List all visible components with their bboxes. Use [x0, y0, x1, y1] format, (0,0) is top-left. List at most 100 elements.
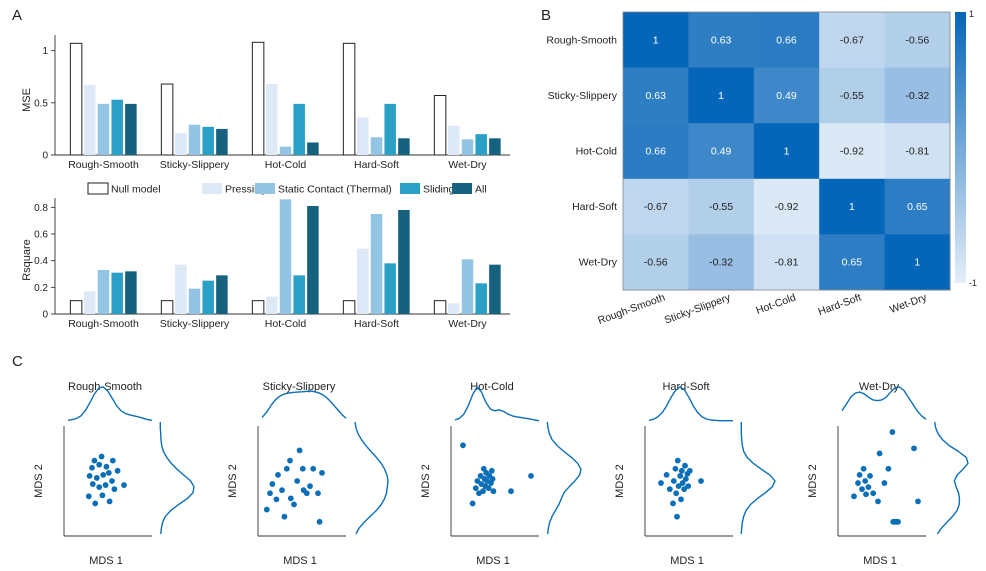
heatmap-cell-sticky-slippery-hot-cold [753, 67, 820, 124]
mse-category-label: Sticky-Slippery [160, 159, 230, 171]
mds-point [508, 488, 514, 495]
mds-point [678, 467, 685, 474]
mds-point [673, 490, 680, 497]
heatmap-cell-wet-dry-hard-soft [819, 234, 886, 291]
mds-point [677, 473, 684, 479]
rsquare-ylabel: Rsquare [21, 239, 33, 281]
heatmap-value-label: 1 [914, 257, 920, 269]
mds-ylabel: MDS 2 [227, 464, 239, 498]
mds-top-density-curve [454, 386, 540, 422]
mds-point [319, 469, 325, 476]
heatmap-col-label: Hot-Cold [754, 291, 797, 317]
mds-right-density-curve [934, 421, 969, 535]
heatmap-row-label: Rough-Smooth [546, 34, 617, 46]
mds-point [121, 482, 127, 488]
legend-swatch-pressing [202, 183, 222, 194]
heatmap-value-label: -0.81 [905, 146, 929, 158]
mds-plot-hard-soft: Hard-Soft MDS 1 MDS 2 [614, 381, 776, 567]
legend-label-null-model: Null model [111, 184, 161, 196]
mse-ylabel: MSE [21, 88, 33, 112]
mds-point [678, 496, 684, 503]
heatmap-value-label: -0.67 [840, 34, 864, 46]
heatmap-cell-hot-cold-wet-dry [884, 123, 951, 180]
heatmap-value-label: 0.63 [645, 90, 666, 102]
mds-point [91, 457, 98, 464]
mds-point [477, 473, 484, 479]
heatmap-cell-wet-dry-sticky-slippery [688, 234, 755, 291]
mse-bar-sliding-wet-dry [475, 134, 487, 155]
mds-point [89, 464, 95, 471]
rsquare-ytick-label: 0.2 [34, 283, 48, 294]
mse-bar-all-rough-smooth [125, 103, 137, 155]
mds-plot-wet-dry: Wet-Dry MDS 1 MDS 2 [807, 381, 969, 567]
mds-point [109, 478, 115, 484]
legend-swatch-all [452, 183, 472, 194]
mds-point [686, 467, 693, 474]
mds-top-density-curve [648, 386, 733, 422]
mds-point [851, 493, 857, 500]
mds-point [685, 483, 692, 489]
mse-ytick-label: 0 [42, 151, 48, 162]
heatmap-cell-hard-soft-rough-smooth [623, 178, 689, 235]
mds-point [103, 463, 110, 470]
legend-label-sliding: Sliding [423, 184, 455, 196]
rsquare-chart: Rsquare 0 0.2 0.4 0.6 0.8 Rough-Smooth Sticky… [21, 198, 510, 330]
heatmap-cell-hot-cold-sticky-slippery [688, 123, 755, 180]
mds-point [480, 488, 486, 495]
rsquare-bar-sliding-wet-dry [475, 283, 487, 314]
rsquare-category-label: Hard-Soft [354, 318, 399, 330]
mds-plot-title: Wet-Dry [859, 381, 900, 393]
colorbar-min-label: -1 [969, 278, 977, 288]
legend: Null model Pressing Static Contact (Therma… [87, 182, 487, 196]
mds-point [92, 500, 99, 507]
rsquare-category-label: Rough-Smooth [68, 318, 139, 330]
mds-plot-title: Sticky-Slippery [263, 381, 336, 393]
mds-xlabel: MDS 1 [89, 555, 123, 567]
mds-point [679, 480, 686, 486]
heatmap-border [622, 11, 951, 291]
mds-point [99, 492, 106, 499]
legend-label-static-contact-thermal: Static Contact (Thermal) [278, 184, 392, 196]
mse-chart: MSE 0 0.5 1 Rough-Smooth Sticky-Slippery Hot… [21, 35, 510, 171]
mse-bar-all-hot-cold [307, 142, 319, 155]
heatmap-value-label: 1 [718, 90, 724, 102]
mse-bar-sliding-rough-smooth [111, 99, 123, 155]
mds-ylabel: MDS 2 [807, 464, 819, 498]
mds-point [666, 486, 673, 493]
mse-bar-null-model-hard-soft [342, 42, 356, 156]
heatmap-cell-rough-smooth-hard-soft [819, 12, 886, 69]
heatmap-cell-sticky-slippery-wet-dry [884, 67, 951, 124]
heatmap-value-label: -0.32 [709, 257, 733, 269]
heatmap-value-label: -0.67 [644, 201, 668, 213]
heatmap-value-label: -0.56 [905, 34, 929, 46]
mds-right-density-curve [159, 422, 195, 535]
heatmap-cell-hard-soft-wet-dry [884, 178, 951, 235]
heatmap-col-label: Wet-Dry [888, 291, 929, 316]
mse-category-label: Wet-Dry [448, 159, 487, 171]
mse-ytick-label: 1 [42, 46, 48, 57]
mds-point [96, 484, 103, 491]
mds-point [269, 481, 276, 487]
mds-ylabel: MDS 2 [33, 464, 45, 498]
panel-label-b: B [541, 7, 551, 24]
mds-xlabel: MDS 1 [476, 555, 510, 567]
mds-point [267, 490, 273, 497]
heatmap-value-label: 1 [784, 146, 790, 158]
mds-point [460, 442, 466, 449]
heatmap-value-label: -0.55 [709, 201, 733, 213]
rsquare-bar-sliding-rough-smooth [111, 272, 123, 314]
mds-plots: Rough-Smooth MDS 1 MDS 2 Sticky-Slippery MDS… [33, 381, 969, 567]
mds-point [859, 486, 865, 493]
heatmap-cell-wet-dry-rough-smooth [623, 234, 689, 291]
mds-point [675, 483, 682, 489]
heatmap-value-label: 0.65 [842, 257, 863, 269]
rsquare-bar-static-contact-thermal-rough-smooth [97, 270, 110, 314]
mds-point [111, 486, 118, 493]
mds-point [860, 465, 867, 472]
colorbar [955, 12, 966, 283]
heatmap-row-label: Wet-Dry [579, 257, 618, 269]
mds-point [89, 481, 96, 487]
mds-point [682, 462, 688, 469]
mse-bar-static-contact-thermal-hard-soft [370, 137, 383, 155]
